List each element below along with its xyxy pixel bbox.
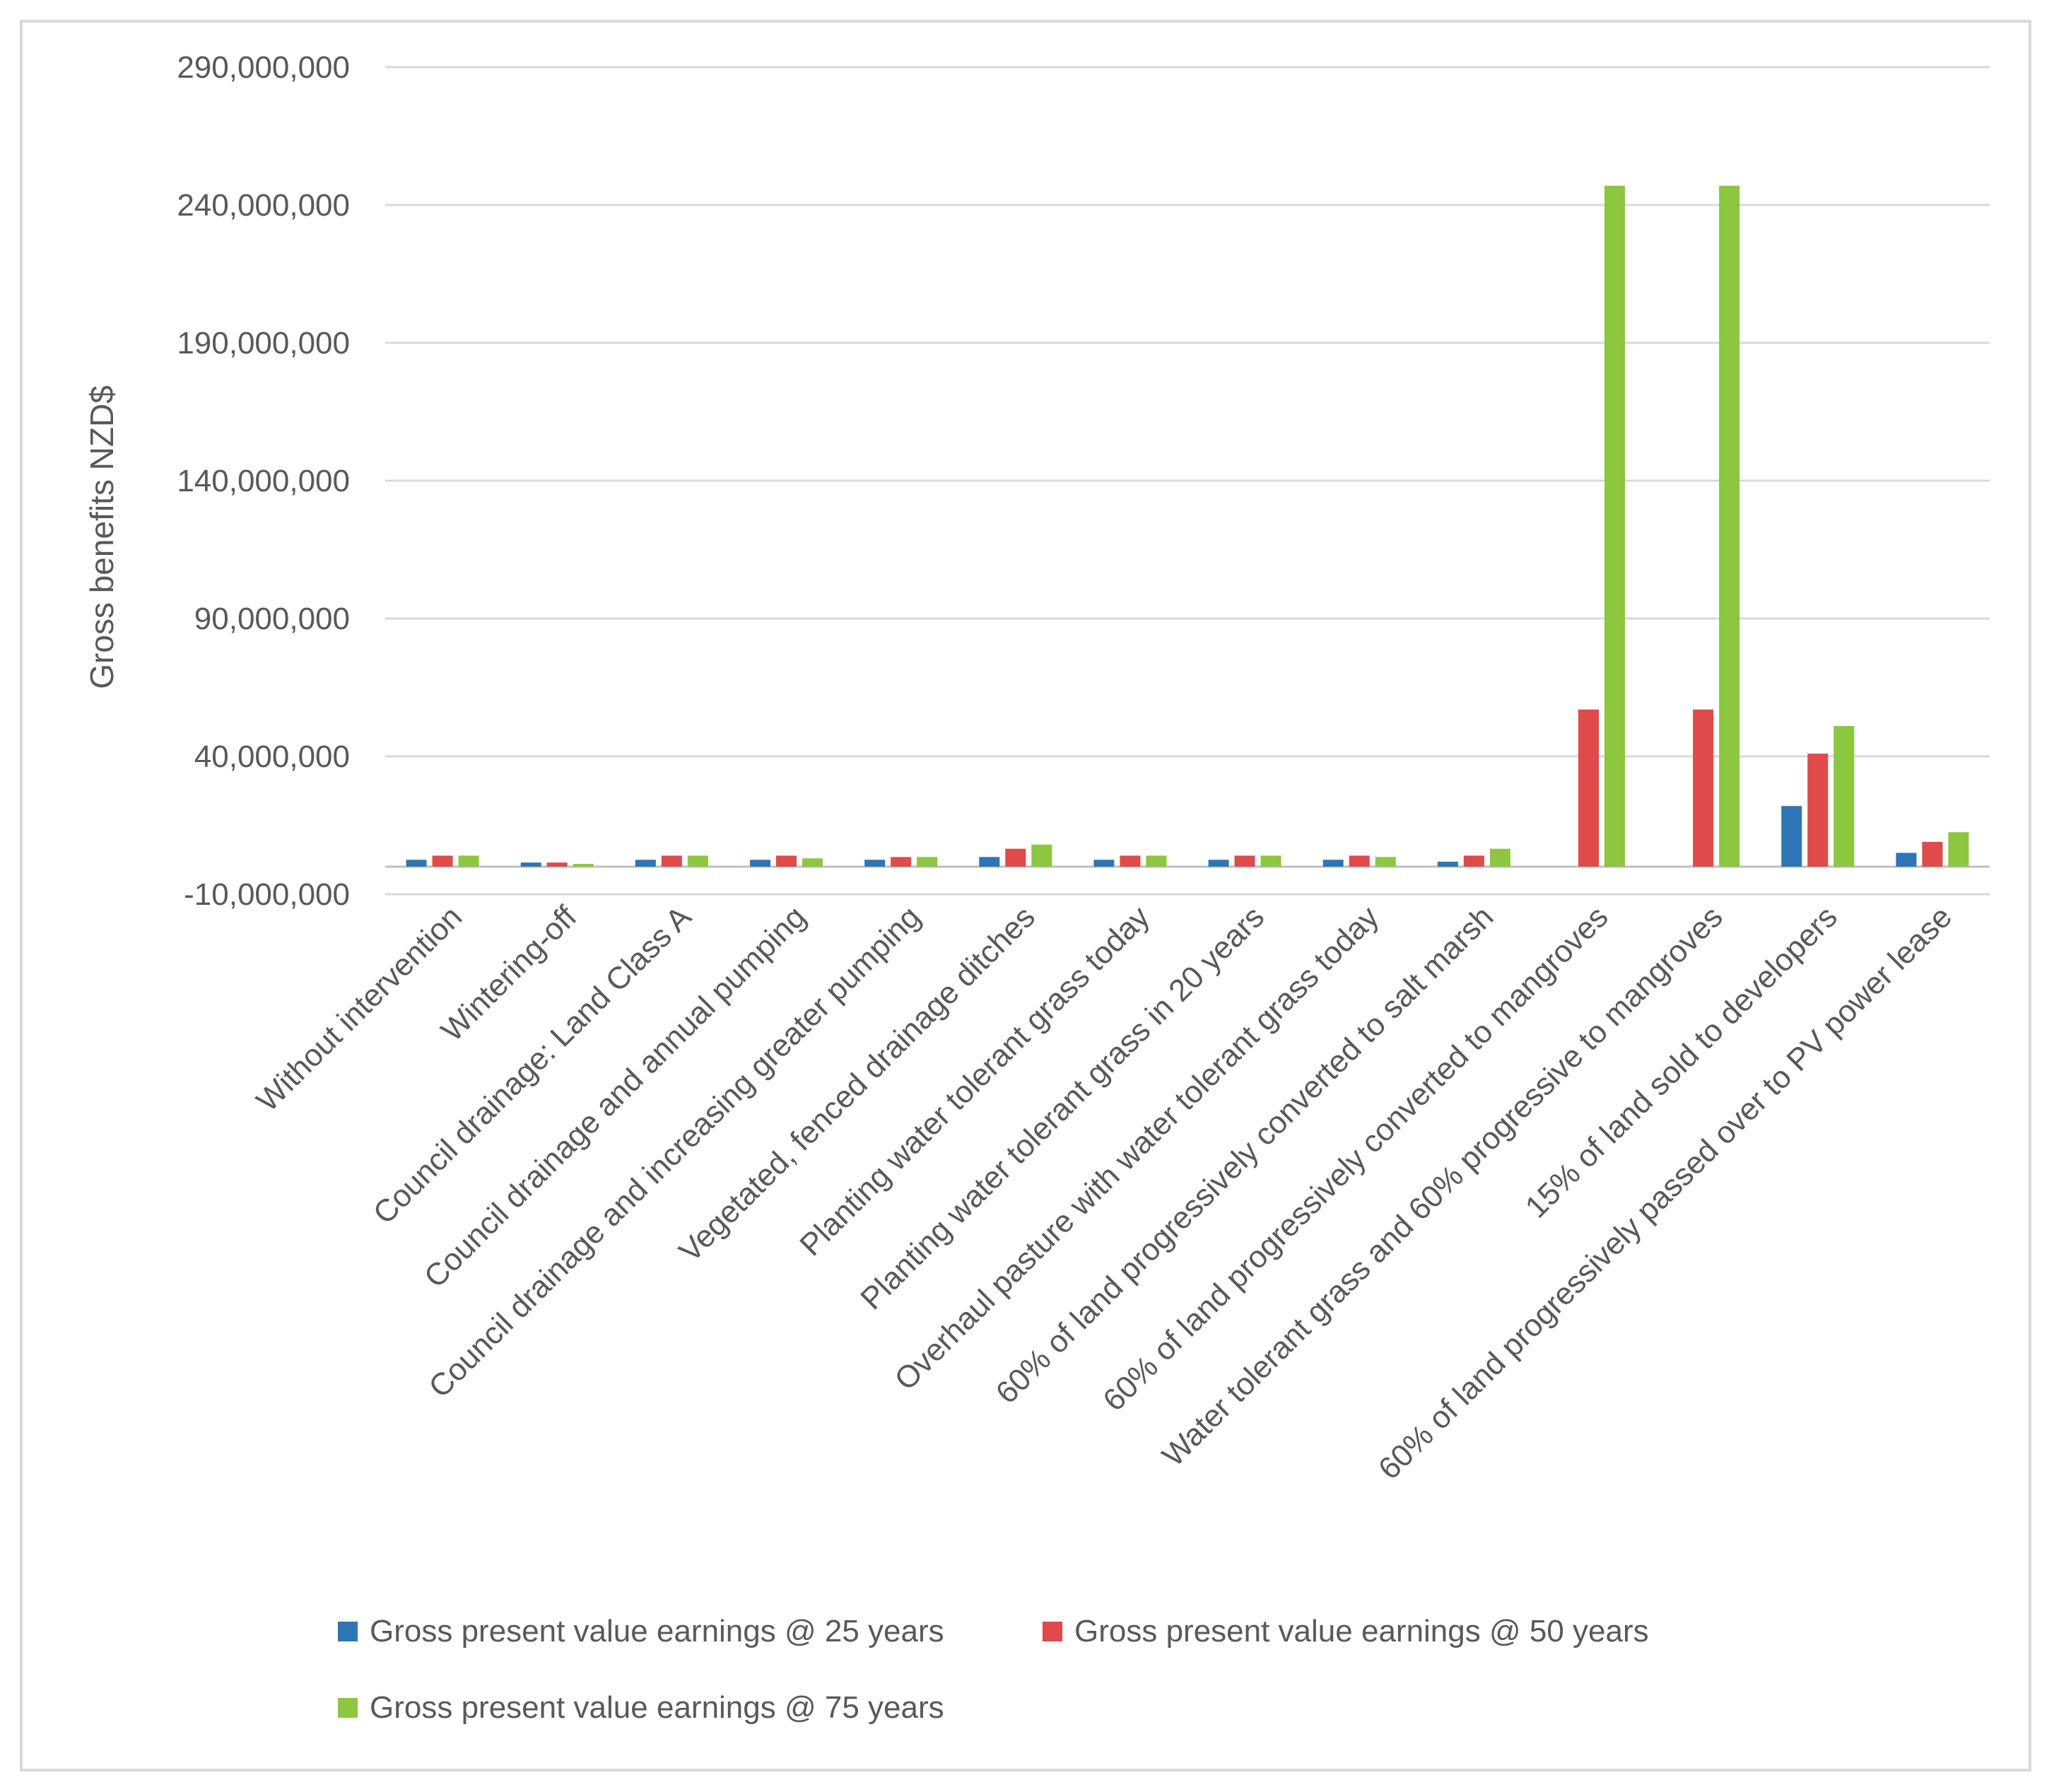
bar	[520, 862, 541, 867]
bar	[776, 855, 797, 867]
bar	[979, 857, 1000, 867]
bar	[661, 855, 682, 867]
bar	[1208, 860, 1229, 867]
bar	[750, 860, 770, 867]
x-category-label: Planting water tolerant grass in 20 year…	[854, 899, 1271, 1316]
bar	[1781, 806, 1802, 867]
bar	[432, 855, 453, 867]
bar	[546, 862, 568, 867]
bar	[1604, 185, 1625, 867]
bar	[635, 860, 656, 867]
bar	[1322, 860, 1344, 867]
bar	[1948, 832, 1969, 867]
y-tick-label: 290,000,000	[177, 50, 350, 85]
bar	[1489, 848, 1510, 867]
y-tick-label: 140,000,000	[177, 464, 350, 498]
gridlines	[385, 66, 1990, 896]
chart-frame	[20, 20, 2031, 1771]
bar	[1146, 855, 1167, 867]
bar	[1578, 709, 1599, 867]
bar	[1031, 844, 1052, 867]
bar	[1349, 855, 1370, 867]
legend-swatch	[338, 1622, 358, 1641]
bar	[1093, 860, 1115, 867]
y-tick-label: 190,000,000	[177, 326, 350, 361]
bar	[1807, 754, 1829, 867]
bar	[573, 864, 594, 867]
bar	[1437, 861, 1458, 867]
bar	[1693, 709, 1714, 867]
bar	[1120, 855, 1141, 867]
y-axis-ticks: -10,000,000 40,000,000 90,000,000 140,000,0…	[177, 50, 350, 912]
y-axis-title: Gross benefits NZD$	[83, 385, 120, 689]
bar	[1896, 853, 1917, 867]
bar	[864, 860, 886, 867]
legend: Gross present value earnings @ 25 years G…	[338, 1614, 1649, 1725]
x-axis-categories: Without interventionWintering-offCouncil…	[250, 899, 1959, 1487]
y-tick-label: -10,000,000	[184, 877, 350, 912]
bar	[1005, 848, 1026, 867]
x-category-label: Water tolerant grass and 60% progressive…	[1156, 899, 1730, 1473]
bar	[687, 855, 708, 867]
bars	[406, 185, 1969, 867]
legend-label: Gross present value earnings @ 75 years	[370, 1690, 944, 1725]
bar	[917, 857, 938, 867]
bar	[891, 857, 912, 867]
legend-swatch	[1043, 1622, 1062, 1641]
bar	[1375, 857, 1396, 867]
y-tick-label: 240,000,000	[177, 188, 350, 223]
bar	[1260, 855, 1281, 867]
bar	[1463, 855, 1484, 867]
legend-label: Gross present value earnings @ 25 years	[370, 1614, 944, 1648]
bar	[458, 855, 479, 867]
bar	[1719, 185, 1740, 867]
bar	[1234, 855, 1255, 867]
legend-label: Gross present value earnings @ 50 years	[1074, 1614, 1649, 1648]
bar	[802, 858, 823, 867]
bar	[1833, 726, 1855, 867]
y-tick-label: 90,000,000	[194, 602, 350, 636]
bar	[406, 860, 427, 867]
y-tick-label: 40,000,000	[194, 739, 350, 774]
bar	[1922, 841, 1943, 867]
legend-swatch	[338, 1698, 358, 1718]
x-category-label: Without intervention	[250, 899, 469, 1118]
